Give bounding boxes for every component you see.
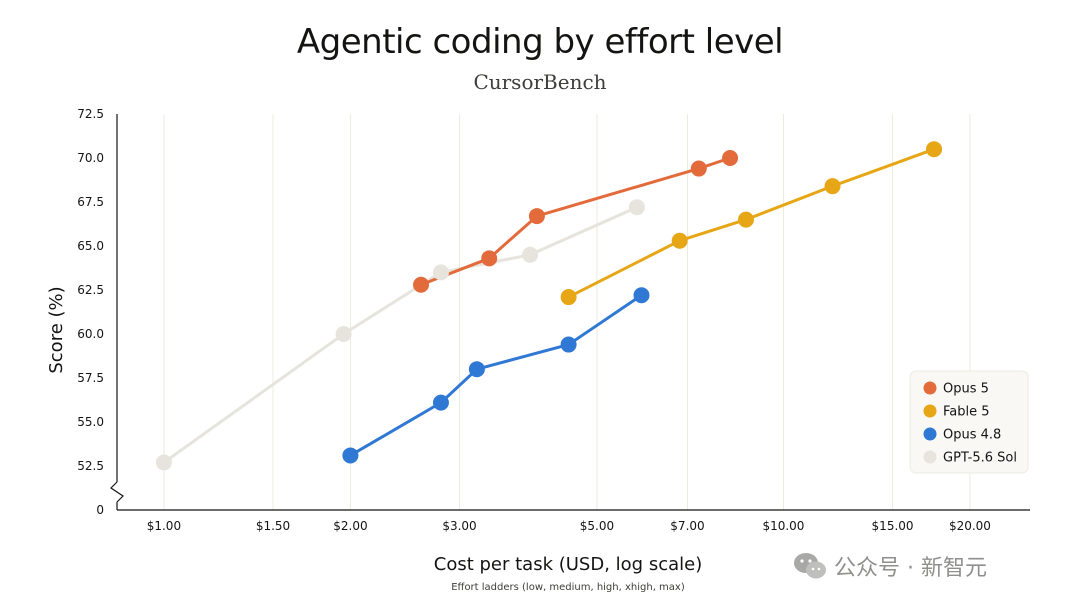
series-line bbox=[420, 156, 731, 287]
x-tick-labels: $1.00 $1.50 $2.00 $3.00 $5.00 $7.00 $10.00 $15.… bbox=[147, 519, 991, 533]
y-tick-label: 55.0 bbox=[77, 415, 104, 429]
y-tick-label: 52.5 bbox=[77, 459, 104, 473]
legend-label: Opus 4.8 bbox=[943, 428, 1001, 443]
legend-label: Opus 5 bbox=[943, 382, 989, 397]
data-point bbox=[432, 264, 449, 281]
x-tick-label: $10.00 bbox=[762, 519, 804, 533]
x-tick-label: $7.00 bbox=[670, 519, 704, 533]
data-point bbox=[155, 454, 172, 471]
legend-marker bbox=[923, 404, 937, 418]
data-point bbox=[926, 141, 943, 158]
data-point bbox=[737, 211, 754, 228]
data-point bbox=[824, 178, 841, 195]
data-point bbox=[413, 276, 430, 293]
y-axis-break bbox=[110, 481, 124, 503]
y-tick-label: 72.5 bbox=[77, 107, 104, 121]
wechat-icon bbox=[794, 553, 826, 579]
legend-box bbox=[909, 370, 1029, 474]
watermark-text: 公众号 · 新智元 bbox=[834, 556, 987, 581]
y-tick-label: 60.0 bbox=[77, 327, 104, 341]
x-tick-label: $3.00 bbox=[442, 519, 476, 533]
y-tick-label: 67.5 bbox=[77, 195, 104, 209]
x-tick-label: $2.00 bbox=[333, 519, 367, 533]
data-point bbox=[690, 160, 707, 177]
x-tick-label: $20.00 bbox=[949, 519, 991, 533]
y-axis-label: Score (%) bbox=[46, 286, 67, 373]
chart-grid bbox=[163, 114, 971, 510]
chart-axes bbox=[110, 114, 1030, 511]
series-line bbox=[163, 205, 638, 464]
chart-subtitle: CursorBench bbox=[473, 70, 607, 94]
watermark: 公众号 · 新智元 bbox=[792, 548, 987, 584]
series-line bbox=[349, 294, 643, 457]
data-point bbox=[528, 208, 545, 225]
y-tick-label-zero: 0 bbox=[96, 503, 104, 517]
data-point bbox=[481, 250, 498, 267]
x-tick-label: $1.00 bbox=[147, 519, 181, 533]
chart-series bbox=[155, 141, 943, 471]
legend-label: Fable 5 bbox=[943, 405, 990, 420]
data-point bbox=[560, 336, 577, 353]
data-point bbox=[342, 447, 359, 464]
x-tick-label: $1.50 bbox=[256, 519, 290, 533]
effort-ladder-note: Effort ladders (low, medium, high, xhigh… bbox=[451, 582, 685, 593]
data-point bbox=[560, 289, 577, 306]
y-tick-label: 70.0 bbox=[77, 151, 104, 165]
data-point bbox=[468, 361, 485, 378]
y-tick-label: 57.5 bbox=[77, 371, 104, 385]
legend-marker bbox=[923, 427, 937, 441]
data-point bbox=[633, 287, 650, 304]
y-tick-label: 62.5 bbox=[77, 283, 104, 297]
y-tick-label: 65.0 bbox=[77, 239, 104, 253]
data-point bbox=[335, 326, 352, 342]
chart-title: Agentic coding by effort level bbox=[296, 22, 784, 62]
data-point bbox=[722, 150, 739, 166]
data-point bbox=[432, 394, 449, 411]
legend-items: Opus 5 Fable 5 Opus 4.8 GPT-5.6 Sol bbox=[923, 381, 1017, 466]
y-tick-labels: 52.5 55.0 57.5 60.0 62.5 65.0 67.5 70.0 72.5 0 bbox=[77, 107, 104, 517]
data-point bbox=[522, 246, 539, 263]
data-point bbox=[628, 199, 645, 216]
legend-marker bbox=[923, 450, 937, 464]
x-tick-label: $5.00 bbox=[580, 519, 614, 533]
legend-label: GPT-5.6 Sol bbox=[943, 451, 1017, 466]
x-axis-label: Cost per task (USD, log scale) bbox=[434, 554, 702, 575]
legend: Opus 5 Fable 5 Opus 4.8 GPT-5.6 Sol bbox=[909, 370, 1029, 474]
data-point bbox=[671, 232, 688, 249]
x-tick-label: $15.00 bbox=[872, 519, 914, 533]
legend-marker bbox=[923, 381, 937, 395]
